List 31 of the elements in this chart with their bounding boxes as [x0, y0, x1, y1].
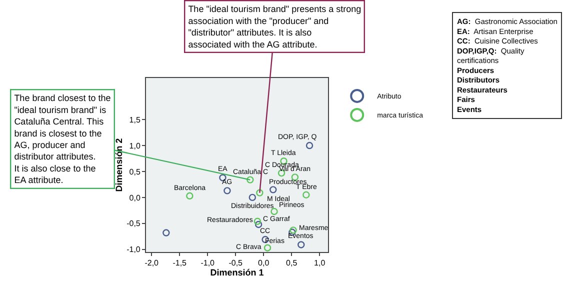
y-tick-label: 1,5	[129, 115, 141, 124]
x-axis-title: Dimensión 1	[210, 268, 264, 278]
annotation: The "ideal tourism brand" presents a strong association with the "producer" and "distributor" attributes. It is also associated with the AG attribute.	[188, 4, 362, 50]
y-tick-label: 0,5	[129, 167, 141, 176]
point	[254, 218, 262, 225]
annotation: The brand closest to the "ideal tourism brand" is Cataluña Central. This brand is closest to the AG, producer and distributor attributes. It is also close to the EA attribute.	[14, 93, 111, 186]
point	[254, 220, 262, 228]
x-tick-label: 0,5	[286, 258, 298, 268]
point	[270, 186, 277, 194]
y-tick-label: -0,5	[126, 219, 141, 228]
y-tick-label: -1,0	[126, 245, 141, 254]
point	[186, 192, 194, 200]
y-tick-label: 1,0	[129, 141, 141, 150]
x-tick-label: 1,0	[314, 258, 326, 268]
point	[298, 241, 305, 248]
point	[256, 189, 264, 196]
x-tick-label: -2,0	[144, 258, 160, 268]
point	[270, 208, 278, 216]
point	[248, 194, 256, 202]
x-tick-label: -0,5	[228, 258, 244, 268]
point	[302, 191, 310, 198]
point	[264, 244, 272, 252]
x-tick-label: -1,0	[200, 258, 216, 268]
x-tick-label: 0,0	[258, 258, 270, 268]
point	[224, 187, 231, 194]
point	[162, 229, 170, 236]
x-tick-label: -1,5	[172, 258, 188, 268]
y-axis-title: Dimensión 2	[114, 138, 124, 192]
y-tick-label: 0,0	[129, 193, 141, 202]
point	[246, 176, 254, 184]
point	[306, 142, 314, 150]
